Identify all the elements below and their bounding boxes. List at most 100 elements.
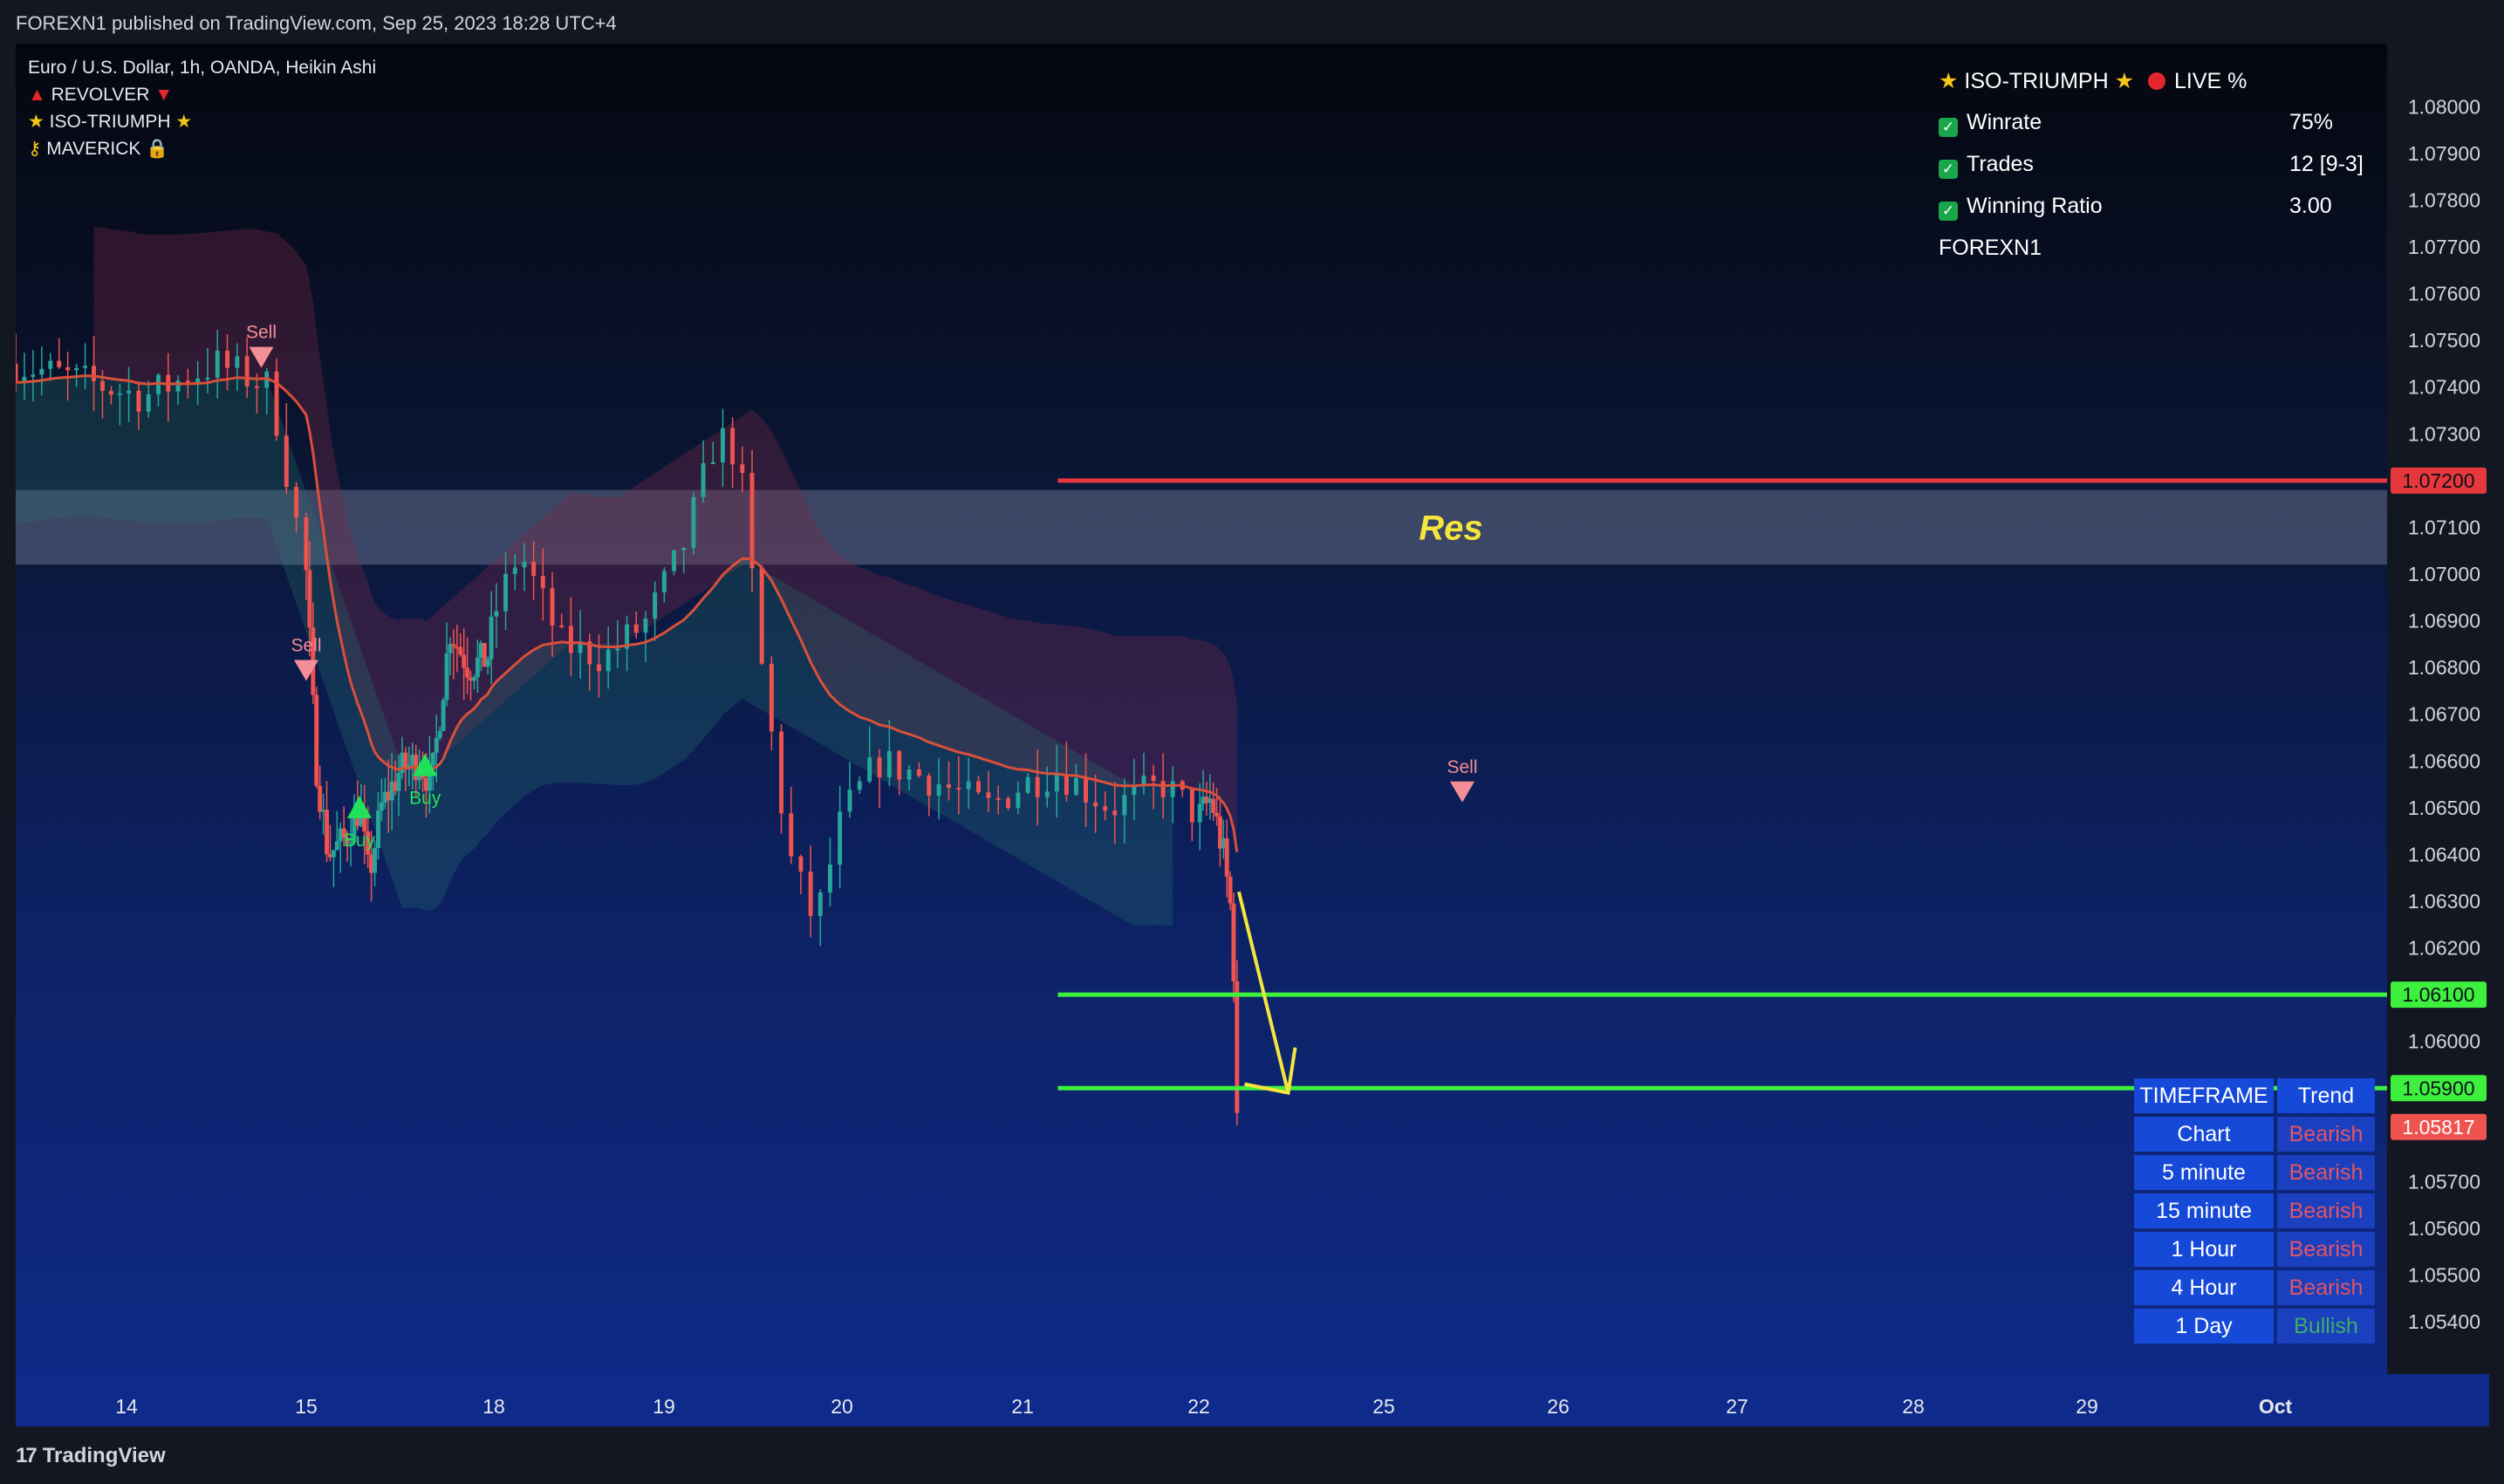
candle-body — [345, 838, 350, 844]
candle-body — [321, 810, 326, 812]
candle-body — [458, 646, 463, 655]
price-tick-label: 1.06200 — [2408, 937, 2480, 960]
price-label-tag — [2391, 981, 2487, 1009]
sell-signal-marker — [249, 346, 274, 368]
candle-body — [379, 802, 384, 811]
candle-body — [995, 797, 1001, 800]
time-tick-label: 20 — [831, 1395, 853, 1418]
candle-body — [482, 642, 487, 667]
candle-body — [710, 462, 715, 464]
stat-label: Trades — [1967, 152, 2034, 176]
candle-body — [318, 785, 323, 812]
price-tick-label: 1.07500 — [2408, 329, 2480, 352]
price-tick-label: 1.06400 — [2408, 843, 2480, 865]
price-tick-label: 1.06500 — [2408, 797, 2480, 819]
candle-body — [587, 641, 592, 665]
chart-area[interactable]: Res Sell Sell Buy Buy Sell 1.08000 1.07900 1.078… — [16, 44, 2489, 1426]
candle-body — [215, 350, 220, 378]
price-tick-label: 1.07600 — [2408, 283, 2480, 305]
candle-body — [1235, 981, 1240, 1113]
candle-body — [1103, 806, 1108, 811]
candle-body — [897, 750, 902, 780]
candle-body — [877, 757, 882, 777]
timeframe-cell: 5 minute — [2134, 1155, 2274, 1190]
live-label: LIVE % — [2174, 69, 2247, 93]
stat-value: 3.00 — [2289, 194, 2332, 218]
candle-body — [789, 813, 794, 857]
candle-body — [615, 648, 620, 651]
buy-signal-label: Buy — [409, 789, 441, 809]
trend-table-header: TIMEFRAME Trend — [2134, 1078, 2375, 1113]
price-tick-label: 1.06600 — [2408, 749, 2480, 772]
price-label-text: 1.06100 — [2402, 983, 2474, 1006]
price-chart[interactable]: Res Sell Sell Buy Buy Sell 1.08000 1.07900 1.078… — [16, 44, 2489, 1426]
price-tick-label: 1.07000 — [2408, 563, 2480, 585]
candle-body — [661, 571, 667, 592]
indicator-maverick[interactable]: ⚷ MAVERICK 🔒 — [28, 135, 376, 162]
candle-body — [99, 380, 105, 392]
candle-body — [478, 642, 483, 658]
candle-body — [437, 730, 442, 738]
price-tick-label: 1.05600 — [2408, 1217, 2480, 1240]
candle-body — [386, 791, 391, 801]
candle-body — [195, 378, 201, 386]
candle-body — [417, 773, 422, 781]
projection-arrowhead — [1244, 1047, 1297, 1096]
table-row: 15 minute Bearish — [2134, 1193, 2375, 1228]
candle-body — [927, 776, 932, 796]
indicator-revolver[interactable]: ▲ REVOLVER ▼ — [28, 81, 376, 108]
bullish-cloud — [16, 375, 1173, 927]
candle-body — [451, 644, 456, 647]
candle-body — [92, 366, 96, 381]
indicator-iso-triumph[interactable]: ★ ISO-TRIUMPH ★ — [28, 108, 376, 135]
candle-body — [976, 781, 981, 793]
candle-body — [1214, 812, 1220, 817]
tradingview-logo[interactable]: 17 TradingView — [16, 1444, 166, 1468]
trend-cell: Bearish — [2277, 1270, 2375, 1305]
star-icon: ★ — [2114, 69, 2135, 93]
price-tick-label: 1.07100 — [2408, 516, 2480, 538]
candle-body — [522, 561, 527, 568]
candle-body — [597, 664, 601, 672]
time-tick-label: 26 — [1547, 1395, 1570, 1418]
candle-body — [366, 831, 371, 855]
timeframe-cell: 1 Day — [2134, 1309, 2274, 1344]
candle-body — [559, 625, 564, 627]
candle-body — [681, 548, 687, 551]
timeframe-cell: 4 Hour — [2134, 1270, 2274, 1305]
bearish-cloud — [93, 226, 1237, 852]
buy-signal-marker — [413, 753, 438, 776]
candle-body — [396, 773, 401, 791]
published-caption: FOREXN1 published on TradingView.com, Se… — [16, 12, 617, 34]
indicator-label: ISO-TRIUMPH — [49, 112, 171, 132]
stats-title: ISO-TRIUMPH — [1964, 69, 2109, 93]
candle-body — [1073, 777, 1078, 795]
sell-signal-label: Sell — [246, 323, 277, 343]
candle-body — [818, 892, 823, 916]
time-tick-label: 28 — [1902, 1395, 1925, 1418]
buy-signal-marker — [346, 795, 372, 818]
candle-body — [382, 791, 387, 803]
candle-body — [424, 778, 428, 791]
lock-icon: 🔒 — [146, 139, 169, 159]
candle-body — [475, 657, 480, 678]
trend-cell: Bullish — [2277, 1309, 2375, 1344]
candle-body — [348, 842, 353, 845]
candle-body — [136, 390, 141, 412]
tradingview-icon: 17 — [16, 1444, 38, 1467]
price-tick-label: 1.06700 — [2408, 703, 2480, 726]
time-tick-label: 18 — [482, 1395, 505, 1418]
projection-arrow — [1236, 891, 1290, 1094]
check-icon: ✓ — [1939, 202, 1958, 221]
sell-signal-label: Sell — [291, 636, 321, 656]
table-row: 1 Hour Bearish — [2134, 1232, 2375, 1267]
candle-body — [430, 752, 435, 766]
candle-body — [503, 573, 509, 612]
trend-table: TIMEFRAME Trend Chart Bearish 5 minute B… — [2131, 1075, 2378, 1347]
candle-body — [434, 737, 439, 753]
table-row: 4 Hour Bearish — [2134, 1270, 2375, 1305]
price-tick-label: 1.07400 — [2408, 376, 2480, 399]
candle-body — [225, 350, 230, 368]
candle-body — [57, 360, 62, 367]
candle-body — [489, 616, 494, 660]
